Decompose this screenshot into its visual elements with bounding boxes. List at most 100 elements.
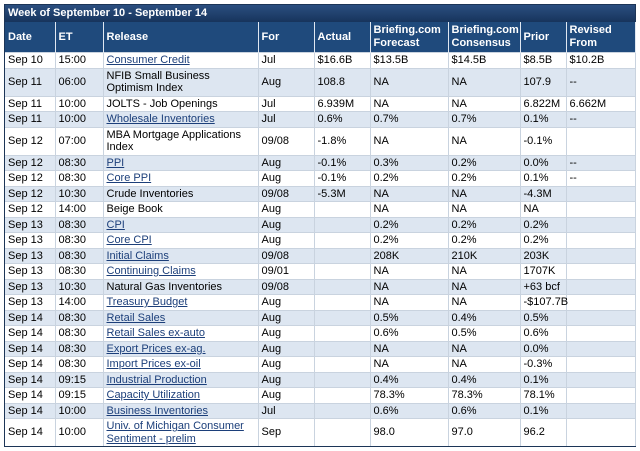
table-row: Sep 14 08:30 Export Prices ex-ag. Aug NA NA 0.… xyxy=(5,340,636,357)
table-row: Sep 10 15:00 Consumer Credit Jul $16.6B $13.5… xyxy=(5,52,636,68)
table-cell: 08:30 xyxy=(55,154,104,171)
table-row: Sep 13 08:30 Initial Claims 09/08 208K 210K 20… xyxy=(5,247,636,264)
column-header: Revised From xyxy=(566,22,636,53)
table-cell: Sep 13 xyxy=(5,232,56,248)
table-cell: Sep 14 xyxy=(5,309,56,326)
table-cell: 0.6% xyxy=(314,111,371,127)
table-cell: NA xyxy=(370,278,449,295)
table-cell: 0.2% xyxy=(448,232,521,248)
table-row: Sep 12 14:00 Beige Book Aug NA NA NA xyxy=(5,201,636,217)
release-link[interactable]: Retail Sales ex-auto xyxy=(106,327,205,339)
table-cell: JOLTS - Job Openings xyxy=(103,95,259,112)
table-row: Sep 11 10:00 JOLTS - Job Openings Jul 6.939M… xyxy=(5,95,636,112)
table-cell: 09:15 xyxy=(55,371,104,388)
release-cell: Capacity Utilization xyxy=(103,387,259,403)
table-cell: 0.3% xyxy=(370,154,449,171)
empty-cell xyxy=(314,418,371,446)
empty-cell xyxy=(314,387,371,403)
table-row: Sep 14 08:30 Import Prices ex-oil Aug NA NA -0… xyxy=(5,356,636,372)
table-cell: 78.3% xyxy=(448,387,521,403)
table-cell: NA xyxy=(370,263,449,279)
table-cell: $10.2B xyxy=(566,52,636,68)
table-row: Sep 14 09:15 Capacity Utilization Aug 78.3% 7… xyxy=(5,387,636,403)
table-cell: 0.4% xyxy=(370,371,449,388)
release-link[interactable]: Wholesale Inventories xyxy=(106,113,215,125)
table-cell: Sep 12 xyxy=(5,126,56,155)
table-cell: NA xyxy=(448,95,521,112)
table-cell: NFIB Small Business Optimism Index xyxy=(103,67,259,96)
table-cell: 0.6% xyxy=(370,325,449,341)
release-link[interactable]: Consumer Credit xyxy=(106,54,190,66)
release-link[interactable]: Continuing Claims xyxy=(106,265,196,277)
table-cell: 09:15 xyxy=(55,387,104,403)
release-link[interactable]: Export Prices ex-ag. xyxy=(106,342,206,355)
empty-cell xyxy=(314,402,371,419)
table-cell: 10:00 xyxy=(55,111,104,127)
table-cell: NA xyxy=(448,126,521,155)
table-cell: Sep 14 xyxy=(5,402,56,419)
table-cell: 0.2% xyxy=(370,232,449,248)
release-cell: Import Prices ex-oil xyxy=(103,356,259,372)
table-cell: Sep 14 xyxy=(5,356,56,372)
table-cell: 0.6% xyxy=(448,402,521,419)
table-cell: 0.5% xyxy=(448,325,521,341)
table-cell: $13.5B xyxy=(370,52,449,68)
table-cell: NA xyxy=(448,263,521,279)
column-header: Briefing.com Forecast xyxy=(370,22,449,53)
release-link[interactable]: Initial Claims xyxy=(106,249,169,262)
table-cell: NA xyxy=(448,278,521,295)
table-cell: MBA Mortgage Applications Index xyxy=(103,126,259,155)
release-link[interactable]: Capacity Utilization xyxy=(106,389,201,401)
table-row: Sep 12 08:30 PPI Aug -0.1% 0.3% 0.2% 0.0% -- xyxy=(5,154,636,171)
release-link[interactable]: Univ. of Michigan Consumer Sentiment - p… xyxy=(106,420,244,445)
table-cell: -- xyxy=(566,154,636,171)
table-cell: 78.3% xyxy=(370,387,449,403)
table-cell: $14.5B xyxy=(448,52,521,68)
release-link[interactable]: CPI xyxy=(106,218,125,231)
table-cell: Aug xyxy=(258,325,315,341)
table-cell: 0.2% xyxy=(448,216,521,233)
table-cell: 0.1% xyxy=(520,170,567,186)
table-cell: NA xyxy=(448,340,521,357)
release-cell: Initial Claims xyxy=(103,247,259,264)
release-link[interactable]: Core CPI xyxy=(106,234,152,246)
table-cell: 10:00 xyxy=(55,402,104,419)
table-cell: 210K xyxy=(448,247,521,264)
header-row: Date ET Release For Actual Briefing.com Forec… xyxy=(5,22,636,53)
table-cell: 0.1% xyxy=(520,111,567,127)
table-cell: $16.6B xyxy=(314,52,371,68)
table-cell: 107.9 xyxy=(520,67,567,96)
table-cell: Sep 14 xyxy=(5,387,56,403)
table-cell: NA xyxy=(370,340,449,357)
release-link[interactable]: PPI xyxy=(106,156,125,169)
table-cell: -5.3M xyxy=(314,185,371,202)
table-cell: 0.0% xyxy=(520,154,567,171)
release-link[interactable]: Core PPI xyxy=(106,172,152,184)
table-cell: Sep 13 xyxy=(5,247,56,264)
table-cell: Sep 12 xyxy=(5,154,56,171)
release-cell: Wholesale Inventories xyxy=(103,111,259,127)
table-cell: 0.4% xyxy=(448,309,521,326)
empty-cell xyxy=(566,201,636,217)
empty-cell xyxy=(314,340,371,357)
empty-cell xyxy=(566,340,636,357)
release-link[interactable]: Treasury Budget xyxy=(106,296,188,308)
table-row: Sep 12 07:00 MBA Mortgage Applications Ind… xyxy=(5,126,636,155)
table-cell: Sep 10 xyxy=(5,52,56,68)
empty-cell xyxy=(566,325,636,341)
table-row: Sep 14 08:30 Retail Sales ex-auto Aug 0.6% 0.… xyxy=(5,325,636,341)
table-cell: -0.1% xyxy=(520,126,567,155)
release-link[interactable]: Retail Sales xyxy=(106,311,166,324)
table-cell: 06:00 xyxy=(55,67,104,96)
table-cell: Aug xyxy=(258,309,315,326)
release-cell: Export Prices ex-ag. xyxy=(103,340,259,357)
table-cell: 09/08 xyxy=(258,278,315,295)
table-row: Sep 13 08:30 CPI Aug 0.2% 0.2% 0.2% xyxy=(5,216,636,233)
release-link[interactable]: Import Prices ex-oil xyxy=(106,358,201,370)
release-cell: Retail Sales ex-auto xyxy=(103,325,259,341)
table-cell: 0.7% xyxy=(448,111,521,127)
release-link[interactable]: Industrial Production xyxy=(106,373,207,386)
table-cell: 08:30 xyxy=(55,232,104,248)
release-link[interactable]: Business Inventories xyxy=(106,404,209,417)
release-cell: Industrial Production xyxy=(103,371,259,388)
